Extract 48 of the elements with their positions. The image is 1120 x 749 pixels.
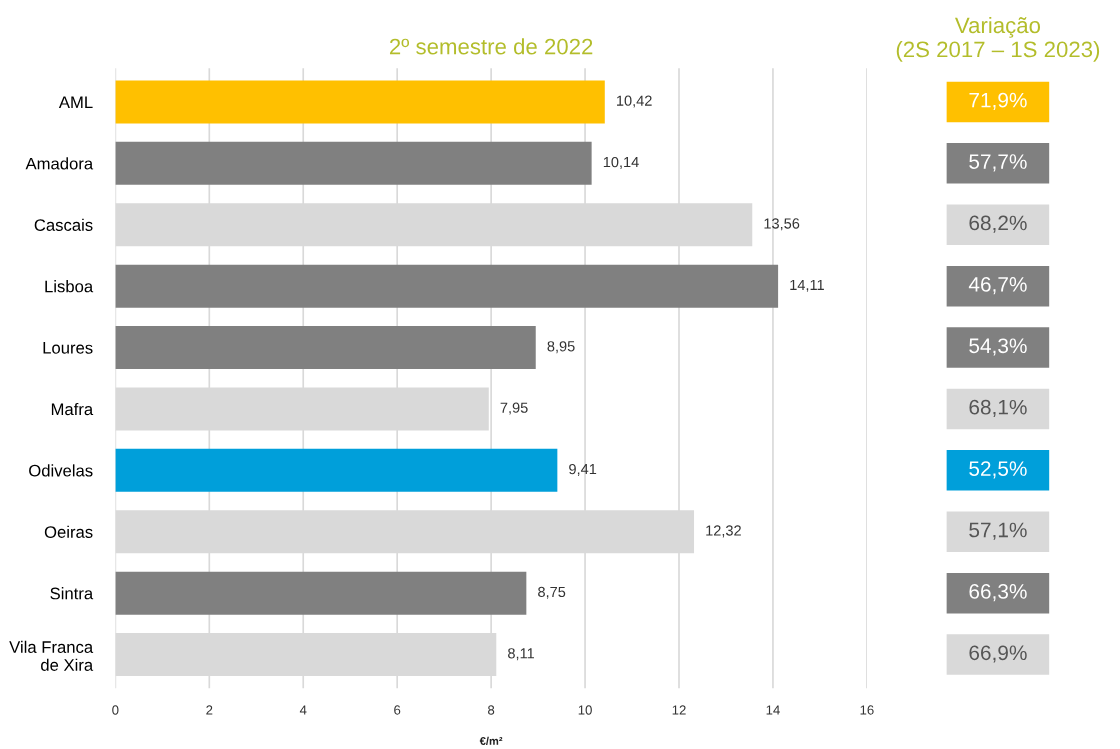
bar [115,80,605,124]
bar [115,141,592,185]
data-label: 9,41 [569,463,597,476]
data-label: 8,75 [538,586,566,599]
x-tick-label: 10 [578,705,592,715]
y-tick-label: Sintra [50,587,94,600]
text: 46,7% [968,276,1027,295]
x-tick-label: 8 [488,705,495,715]
x-tick-label: 4 [299,705,307,715]
bar [115,264,779,308]
x-tick-label: 6 [394,705,401,715]
text: 54,3% [969,338,1027,356]
data-label: 10,14 [603,156,639,169]
text: Variação (2S 2017 – 1S 2023) [896,16,1100,62]
text: 68,1% [969,399,1027,417]
x-tick-label: 2 [206,705,213,715]
text: 66,3% [969,584,1027,602]
data-label: 8,95 [547,341,575,354]
data-label: 7,95 [500,402,528,415]
data-label: 14,11 [790,279,824,292]
bar [115,448,558,492]
y-tick-label: Odivelas [29,464,93,477]
x-tick-label: 0 [112,705,119,715]
y-tick-label: Lisboa [45,280,94,293]
text: 57,1% [969,522,1027,540]
y-tick-label: Mafra [51,402,94,416]
text: 66,9% [969,645,1027,663]
y-tick-label: Oeiras [44,525,93,538]
text: 52,5% [969,461,1027,479]
y-tick-label: Vila Franca de Xira [9,640,94,671]
text: 57,7% [969,154,1027,172]
data-label: 12,32 [706,525,741,538]
x-tick-label: 12 [672,705,686,715]
y-tick-label: Loures [43,342,93,354]
x-axis-title: €/m² [479,736,503,746]
y-tick-label: AML [58,96,93,108]
bar [115,571,527,615]
x-tick-label: 14 [766,705,780,715]
data-label: 10,42 [617,95,652,108]
chart-title: 2º semestre de 2022 [389,38,593,55]
data-label: 8,11 [508,648,534,661]
y-tick-label: Cascais [34,218,93,231]
text: 68,2% [969,215,1027,233]
y-tick-label: Amadora [25,157,94,170]
data-label: 13,56 [764,218,800,231]
bar [115,326,536,370]
x-tick-label: 16 [860,705,874,715]
text: 71,9% [969,92,1027,110]
